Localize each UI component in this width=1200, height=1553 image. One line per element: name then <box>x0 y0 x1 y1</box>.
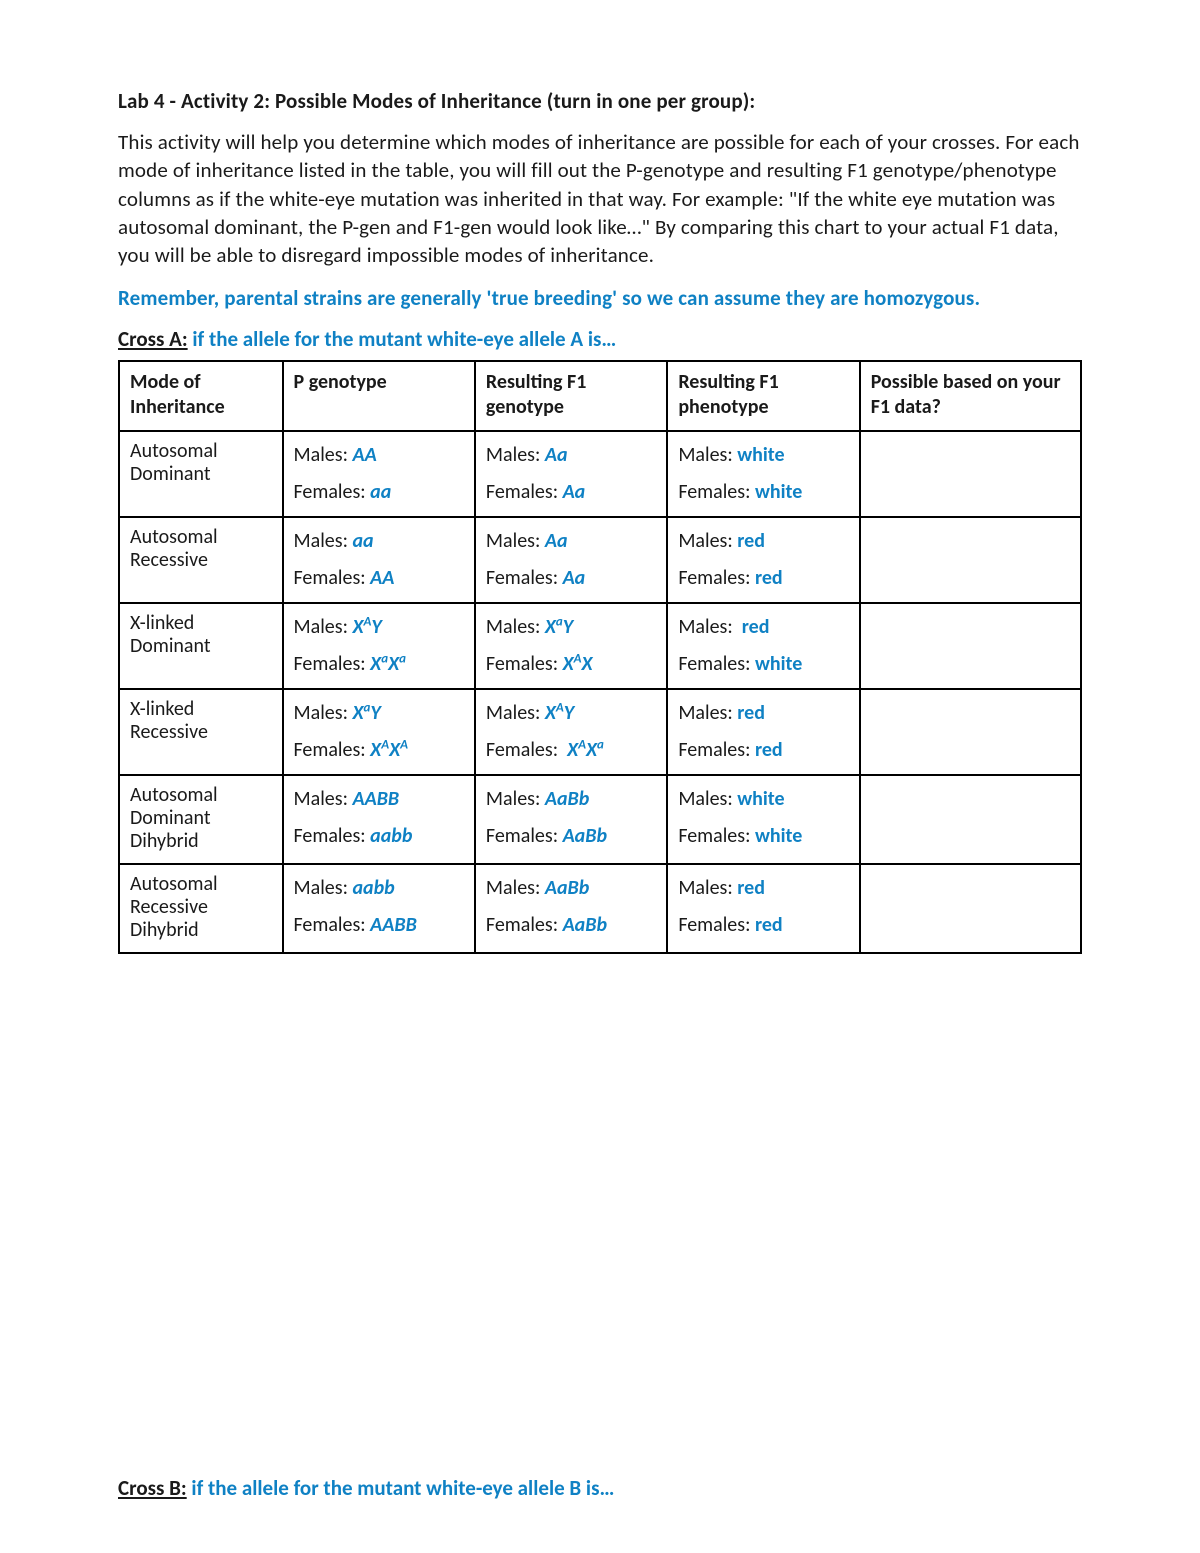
col-p: P genotype <box>283 361 475 431</box>
cell-f1-genotype: Males: AaBbFemales: AaBb <box>475 864 667 953</box>
table-row: X-linked DominantMales: XAYFemales: XaXa… <box>119 603 1081 689</box>
cell-possible <box>860 517 1081 603</box>
cell-f1-genotype: Males: XAYFemales: XAXa <box>475 689 667 775</box>
inheritance-table: Mode of Inheritance P genotype Resulting… <box>118 360 1082 954</box>
cell-possible <box>860 689 1081 775</box>
cell-p-genotype: Males: AABBFemales: aabb <box>283 775 475 864</box>
cell-possible <box>860 775 1081 864</box>
table-header-row: Mode of Inheritance P genotype Resulting… <box>119 361 1081 431</box>
table-row: Autosomal Recessive DihybridMales: aabbF… <box>119 864 1081 953</box>
cell-f1-phenotype: Males: redFemales: red <box>667 517 859 603</box>
cell-f1-phenotype: Males: redFemales: red <box>667 689 859 775</box>
table-row: X-linked RecessiveMales: XaYFemales: XAX… <box>119 689 1081 775</box>
cell-mode: X-linked Dominant <box>119 603 283 689</box>
cell-p-genotype: Males: aaFemales: AA <box>283 517 475 603</box>
cross-a-label: Cross A: <box>118 326 188 352</box>
table-row: Autosomal Dominant DihybridMales: AABBFe… <box>119 775 1081 864</box>
cell-p-genotype: Males: AAFemales: aa <box>283 431 475 517</box>
cell-f1-phenotype: Males: whiteFemales: white <box>667 431 859 517</box>
cell-f1-phenotype: Males: redFemales: red <box>667 864 859 953</box>
cross-b-heading: Cross B: if the allele for the mutant wh… <box>118 1475 614 1501</box>
col-possible: Possible based on your F1 data? <box>860 361 1081 431</box>
page-title: Lab 4 - Activity 2: Possible Modes of In… <box>118 88 1082 114</box>
cell-possible <box>860 431 1081 517</box>
cell-p-genotype: Males: aabbFemales: AABB <box>283 864 475 953</box>
intro-paragraph: This activity will help you determine wh… <box>118 128 1082 270</box>
cell-mode: Autosomal Dominant <box>119 431 283 517</box>
cell-f1-genotype: Males: AaBbFemales: AaBb <box>475 775 667 864</box>
cross-b-label: Cross B: <box>118 1475 187 1501</box>
document-page: Lab 4 - Activity 2: Possible Modes of In… <box>0 0 1200 1553</box>
cell-f1-genotype: Males: AaFemales: Aa <box>475 431 667 517</box>
cell-f1-phenotype: Males: whiteFemales: white <box>667 775 859 864</box>
cell-f1-genotype: Males: XaYFemales: XAX <box>475 603 667 689</box>
cell-p-genotype: Males: XaYFemales: XAXA <box>283 689 475 775</box>
col-mode: Mode of Inheritance <box>119 361 283 431</box>
cross-a-text: if the allele for the mutant white-eye a… <box>188 326 617 352</box>
cell-f1-genotype: Males: AaFemales: Aa <box>475 517 667 603</box>
cell-mode: X-linked Recessive <box>119 689 283 775</box>
cell-mode: Autosomal Recessive Dihybrid <box>119 864 283 953</box>
cell-p-genotype: Males: XAYFemales: XaXa <box>283 603 475 689</box>
table-row: Autosomal DominantMales: AAFemales: aaMa… <box>119 431 1081 517</box>
cross-b-text: if the allele for the mutant white-eye a… <box>187 1475 615 1501</box>
col-f1g: Resulting F1 genotype <box>475 361 667 431</box>
cell-mode: Autosomal Recessive <box>119 517 283 603</box>
cell-possible <box>860 864 1081 953</box>
cross-a-heading: Cross A: if the allele for the mutant wh… <box>118 326 1082 352</box>
cell-f1-phenotype: Males: redFemales: white <box>667 603 859 689</box>
reminder-note: Remember, parental strains are generally… <box>118 284 1082 312</box>
cell-mode: Autosomal Dominant Dihybrid <box>119 775 283 864</box>
cell-possible <box>860 603 1081 689</box>
col-f1p: Resulting F1 phenotype <box>667 361 859 431</box>
table-row: Autosomal RecessiveMales: aaFemales: AAM… <box>119 517 1081 603</box>
